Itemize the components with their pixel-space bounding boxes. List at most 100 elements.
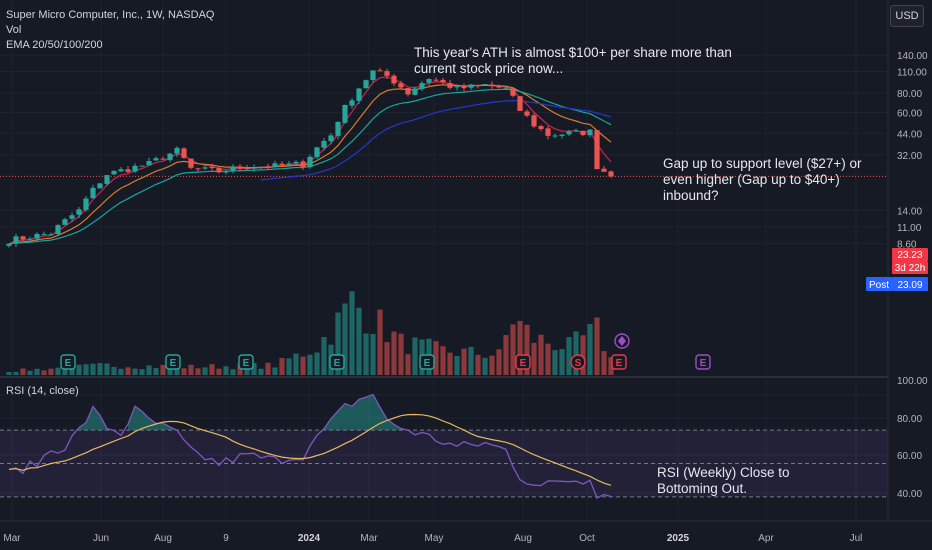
- candle-body: [342, 104, 348, 123]
- annotation-line: This year's ATH is almost $100+ per shar…: [414, 45, 732, 60]
- volume-bar: [454, 355, 460, 375]
- candle-body: [146, 160, 152, 166]
- volume-bar: [307, 354, 313, 375]
- volume-bar: [272, 367, 278, 375]
- price-badge-text: 23.09: [897, 280, 922, 291]
- candle-body: [531, 115, 537, 127]
- earnings-marker[interactable]: E: [419, 354, 435, 370]
- volume-bar: [41, 370, 47, 375]
- volume-bar: [258, 368, 264, 375]
- dividend-marker[interactable]: [614, 333, 630, 349]
- volume-bar: [398, 333, 404, 375]
- volume-bar: [405, 354, 411, 375]
- volume-bar: [545, 343, 551, 375]
- earnings-marker[interactable]: E: [611, 354, 627, 370]
- volume-bar: [97, 363, 103, 375]
- volume-bar: [587, 324, 593, 375]
- candle-body: [20, 236, 26, 240]
- time-axis-background: [0, 521, 932, 550]
- volume-bar: [90, 363, 96, 375]
- rsi-moving-average: [8, 413, 612, 486]
- volume-bar: [580, 335, 586, 375]
- candle-body: [307, 156, 313, 168]
- price-badge-text: 23.23: [897, 250, 922, 261]
- volume-bar: [111, 366, 117, 375]
- candle-body: [461, 85, 467, 89]
- candle-body: [209, 166, 215, 169]
- rsi-tick-label: 100.00: [897, 376, 928, 387]
- chart-title[interactable]: Super Micro Computer, Inc., 1W, NASDAQ: [6, 9, 215, 21]
- volume-bar: [265, 362, 271, 375]
- annotation-line: even higher (Gap up to $40+): [663, 172, 840, 187]
- volume-bar: [125, 367, 131, 375]
- volume-bar: [503, 335, 509, 375]
- rsi-label[interactable]: RSI (14, close): [6, 385, 79, 397]
- candle-body: [216, 167, 222, 173]
- volume-bar: [146, 365, 152, 375]
- candle-body: [181, 148, 187, 158]
- candle-body: [27, 238, 33, 240]
- marker-label: E: [65, 358, 72, 369]
- annotation-gap-up: Gap up to support level ($27+) or even h…: [663, 156, 862, 204]
- currency-button[interactable]: USD: [890, 5, 924, 27]
- time-tick-label: 2024: [298, 533, 321, 544]
- volume-bar: [573, 331, 579, 375]
- candle-body: [468, 84, 474, 88]
- volume-bar: [251, 362, 257, 375]
- annotation-ath: This year's ATH is almost $100+ per shar…: [414, 45, 732, 77]
- candle-body: [286, 163, 292, 165]
- split-marker[interactable]: S: [570, 354, 586, 370]
- volume-bar: [531, 342, 537, 375]
- volume-bar: [608, 357, 614, 375]
- time-tick-label: May: [425, 533, 444, 544]
- earnings-marker[interactable]: E: [238, 354, 254, 370]
- volume-bar: [6, 371, 12, 375]
- candle-body: [419, 83, 425, 89]
- volume-bar: [118, 368, 124, 375]
- volume-bar: [412, 337, 418, 375]
- candle-body: [440, 79, 446, 83]
- rsi-line: [8, 393, 612, 499]
- candle-body: [139, 165, 145, 167]
- candle-body: [482, 84, 488, 86]
- earnings-marker[interactable]: E: [329, 354, 345, 370]
- marker-glyph: [618, 336, 626, 346]
- candle-body: [97, 183, 103, 189]
- candle-body: [83, 198, 89, 210]
- candle-body: [34, 233, 40, 239]
- candle-body: [496, 85, 502, 88]
- volume-bar: [552, 350, 558, 375]
- earnings-marker[interactable]: E: [695, 354, 711, 370]
- time-tick-label: 9: [223, 533, 229, 544]
- candle-body: [517, 96, 523, 111]
- volume-indicator-label[interactable]: Vol: [6, 24, 22, 36]
- marker-shape: [238, 354, 254, 370]
- candle-body: [405, 87, 411, 95]
- time-tick-label: Aug: [154, 533, 172, 544]
- volume-bar: [188, 364, 194, 375]
- candle-body: [237, 166, 243, 169]
- candle-body: [244, 168, 250, 170]
- marker-shape: [60, 354, 76, 370]
- time-tick-label: Mar: [360, 533, 378, 544]
- candle-body: [251, 167, 257, 169]
- rsi-plot: [8, 393, 612, 499]
- volume-bar: [195, 368, 201, 375]
- ema-indicator-label[interactable]: EMA 20/50/100/200: [6, 39, 103, 51]
- volume-bar: [76, 364, 82, 375]
- volume-bar: [377, 309, 383, 375]
- candle-body: [111, 170, 117, 175]
- earnings-marker[interactable]: E: [165, 354, 181, 370]
- earnings-marker[interactable]: E: [515, 354, 531, 370]
- annotation-line: Bottoming Out.: [657, 481, 748, 496]
- candle-body: [356, 88, 362, 101]
- volume-bar: [538, 334, 544, 375]
- candle-body: [601, 168, 607, 172]
- volume-bar: [209, 364, 215, 375]
- annotation-line: Gap up to support level ($27+) or: [663, 156, 862, 171]
- earnings-marker[interactable]: E: [60, 354, 76, 370]
- candle-body: [587, 129, 593, 136]
- price-axis-background: [888, 0, 932, 550]
